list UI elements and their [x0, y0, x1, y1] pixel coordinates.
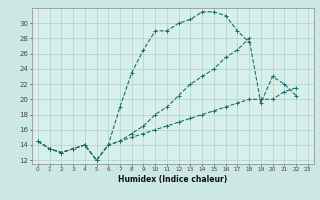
X-axis label: Humidex (Indice chaleur): Humidex (Indice chaleur) — [118, 175, 228, 184]
